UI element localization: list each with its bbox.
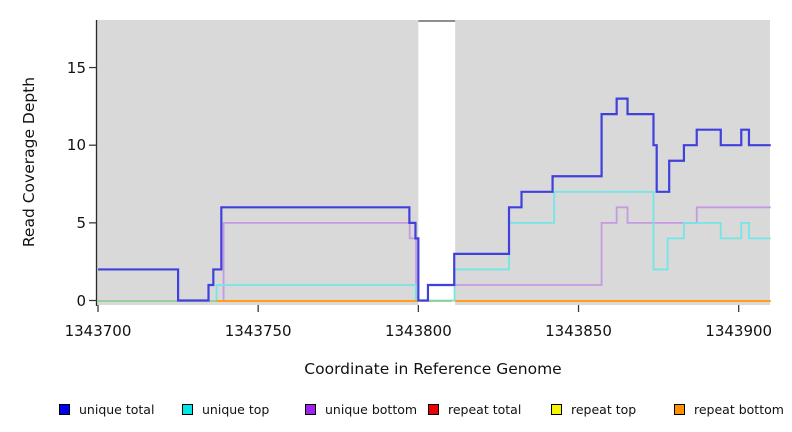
series-unique-bottom [222,206,771,302]
legend-label: unique top [202,401,270,417]
uncovered-region-band [418,16,456,305]
series-unique-total [98,97,771,302]
legend-item-repeat-top: repeat top [544,400,674,418]
y-tick-label: 5 [76,213,86,232]
legend-label: repeat bottom [694,401,784,417]
y-tick-label: 10 [66,136,86,155]
legend-swatch-repeat-top [551,403,562,415]
legend-item-unique-bottom: unique bottom [298,400,428,418]
y-tick-label: 0 [76,291,86,310]
x-axis-label: Coordinate in Reference Genome [304,360,562,378]
legend-item-repeat-total: repeat total [421,400,551,418]
x-tick-label: 1343700 [64,322,132,340]
legend-label: unique bottom [325,401,418,417]
y-tick-label: 15 [66,58,86,77]
legend-swatch-unique-total [59,403,70,415]
legend-item-unique-top: unique top [175,400,305,418]
legend-item-repeat-bottom: repeat bottom [667,400,792,418]
legend-item-unique-total: unique total [52,400,182,418]
legend-label: repeat top [571,401,637,417]
legend-label: repeat total [448,401,522,417]
legend-label: unique total [79,401,155,417]
x-tick-label: 1343750 [224,322,292,340]
x-tick-label: 1343800 [384,322,452,340]
legend-swatch-repeat-total [428,403,439,415]
x-tick-label: 1343850 [545,322,612,340]
x-tick-label: 1343900 [705,322,773,340]
legend-swatch-unique-bottom [305,403,316,415]
legend-swatch-repeat-bottom [674,403,685,415]
legend: unique total unique top unique bottom repea… [52,400,792,420]
series-unique-top [215,190,771,302]
legend-swatch-unique-top [182,403,193,415]
